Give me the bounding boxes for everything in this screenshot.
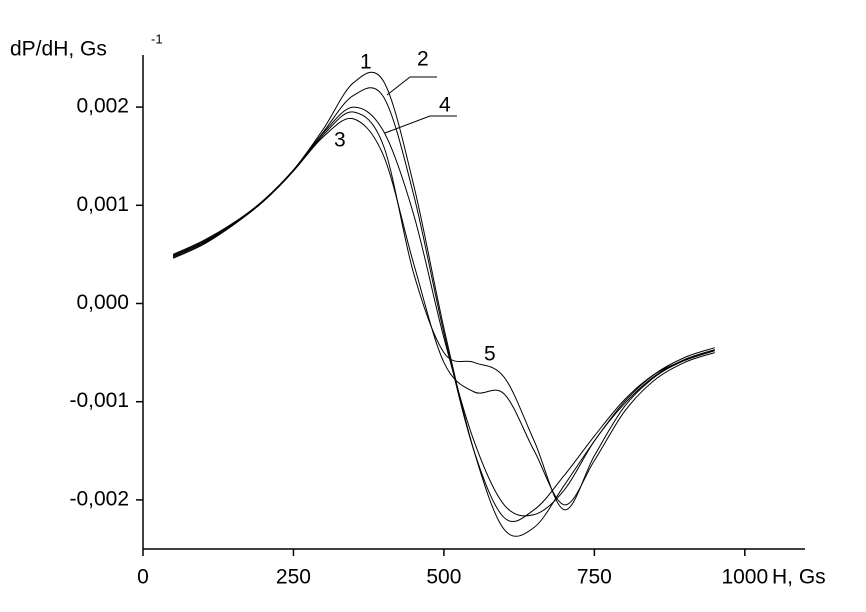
curve-label: 3 (334, 129, 346, 152)
curve-label: 4 (439, 94, 451, 117)
x-tick-label: 0 (137, 566, 149, 589)
y-tick-label: 0,000 (76, 291, 129, 314)
line-series (172, 87, 715, 522)
y-tick-label: -0,002 (69, 487, 129, 510)
y-tick-label: -0,001 (69, 389, 129, 412)
line-series (172, 111, 715, 511)
y-tick-label: 0,002 (76, 95, 129, 118)
line-series (172, 71, 715, 537)
leader-line (384, 115, 457, 134)
x-axis-label: H, Gs (772, 566, 826, 589)
x-tick-label: 250 (276, 566, 311, 589)
y-axis-label-sup: -1 (151, 31, 163, 46)
x-tick-label: 500 (426, 566, 461, 589)
line-series (172, 117, 715, 506)
curve-label: 2 (417, 48, 429, 71)
line-series (172, 106, 715, 517)
curve-label: 1 (360, 51, 372, 74)
leader-line (386, 76, 437, 96)
curve-label: 5 (484, 343, 496, 366)
y-axis-label: dP/dH, Gs (10, 38, 107, 61)
x-tick-label: 750 (577, 566, 612, 589)
x-tick-label: 1000 (721, 566, 768, 589)
y-tick-label: 0,001 (76, 193, 129, 216)
